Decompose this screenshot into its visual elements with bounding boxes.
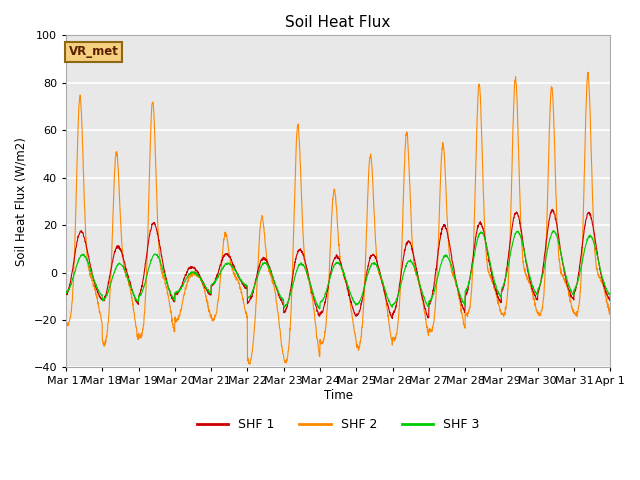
Y-axis label: Soil Heat Flux (W/m2): Soil Heat Flux (W/m2) — [15, 137, 28, 266]
X-axis label: Time: Time — [324, 389, 353, 402]
Text: VR_met: VR_met — [69, 45, 118, 58]
Title: Soil Heat Flux: Soil Heat Flux — [285, 15, 391, 30]
Legend: SHF 1, SHF 2, SHF 3: SHF 1, SHF 2, SHF 3 — [191, 413, 484, 436]
